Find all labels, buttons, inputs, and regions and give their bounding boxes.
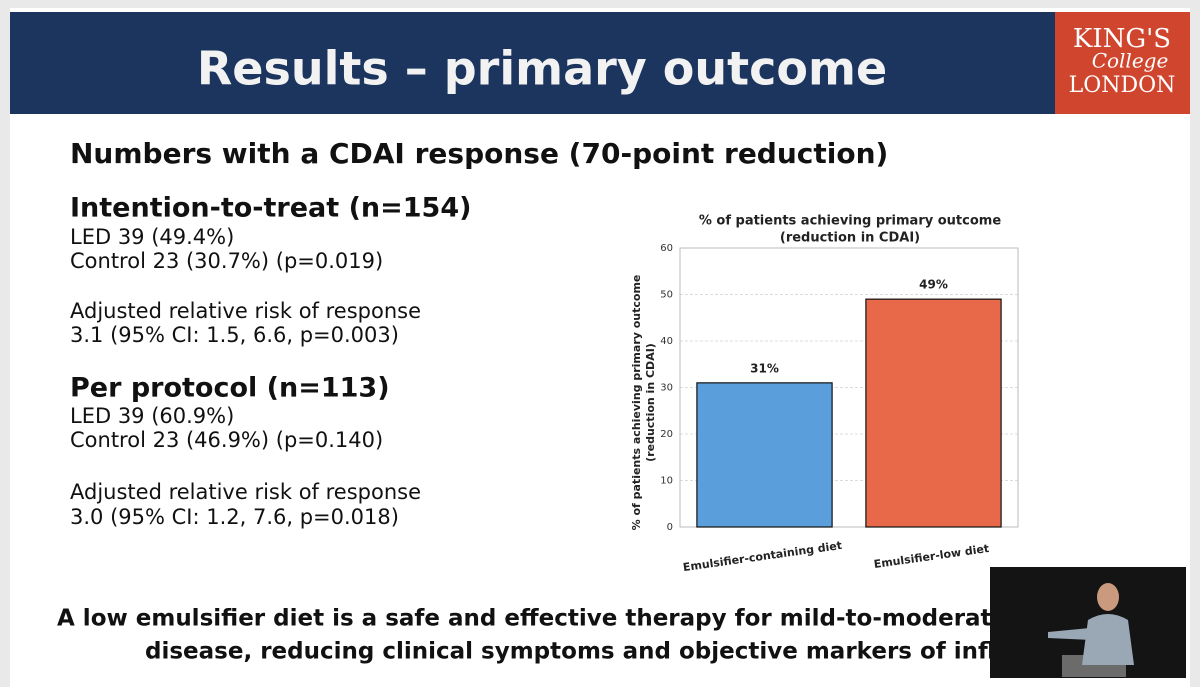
logo	[1055, 12, 1190, 114]
video-overlay	[990, 567, 1186, 678]
header-band	[10, 12, 1190, 114]
text-line: Control 23 (46.9%) (p=0.140)	[70, 428, 383, 452]
conclusion-line: disease, reducing clinical symptoms and …	[145, 639, 1059, 665]
y-tick-label: 20	[660, 429, 673, 440]
heading: Numbers with a CDAI response (70-point r…	[70, 137, 888, 170]
speaker-body	[1082, 614, 1134, 665]
text-line: LED 39 (60.9%)	[70, 404, 234, 428]
y-tick-label: 60	[660, 243, 673, 254]
y-tick-label: 10	[660, 476, 673, 487]
text-line: 3.1 (95% CI: 1.5, 6.6, p=0.003)	[70, 323, 399, 347]
bar	[865, 298, 1002, 528]
y-tick-label: 0	[667, 522, 673, 533]
y-axis-label: (reduction in CDAI)	[644, 343, 657, 462]
chart-title: (reduction in CDAI)	[780, 231, 920, 246]
plot-frame	[679, 247, 1019, 528]
y-tick-label: 30	[660, 383, 673, 394]
logo-line: College	[1092, 49, 1169, 73]
logo-line: LONDON	[1069, 73, 1176, 98]
text-line: 3.0 (95% CI: 1.2, 7.6, p=0.018)	[70, 505, 399, 529]
value-label: 31%	[750, 361, 779, 375]
section-title: Per protocol (n=113)	[70, 373, 390, 404]
logo-text: KING'S College LONDON	[1069, 24, 1176, 98]
section-title: Intention-to-treat (n=154)	[70, 193, 471, 224]
conclusion-line: A low emulsifier diet is a safe and effe…	[57, 606, 1054, 632]
text-line: Adjusted relative risk of response	[70, 299, 421, 323]
logo-line: KING'S	[1073, 24, 1171, 54]
text-line: LED 39 (49.4%)	[70, 225, 234, 249]
value-label: 49%	[919, 278, 948, 292]
chart-title: % of patients achieving primary outcome	[699, 214, 1001, 229]
y-tick-label: 50	[660, 290, 673, 301]
text-line: Adjusted relative risk of response	[70, 480, 421, 504]
speaker-arm	[1048, 628, 1092, 640]
y-axis-label: % of patients achieving primary outcome	[630, 275, 643, 531]
slide-title: Results – primary outcome	[197, 42, 887, 96]
bar	[696, 382, 833, 528]
y-tick-label: 40	[660, 336, 673, 347]
speaker-head	[1097, 583, 1119, 611]
text-line: Control 23 (30.7%) (p=0.019)	[70, 249, 383, 273]
